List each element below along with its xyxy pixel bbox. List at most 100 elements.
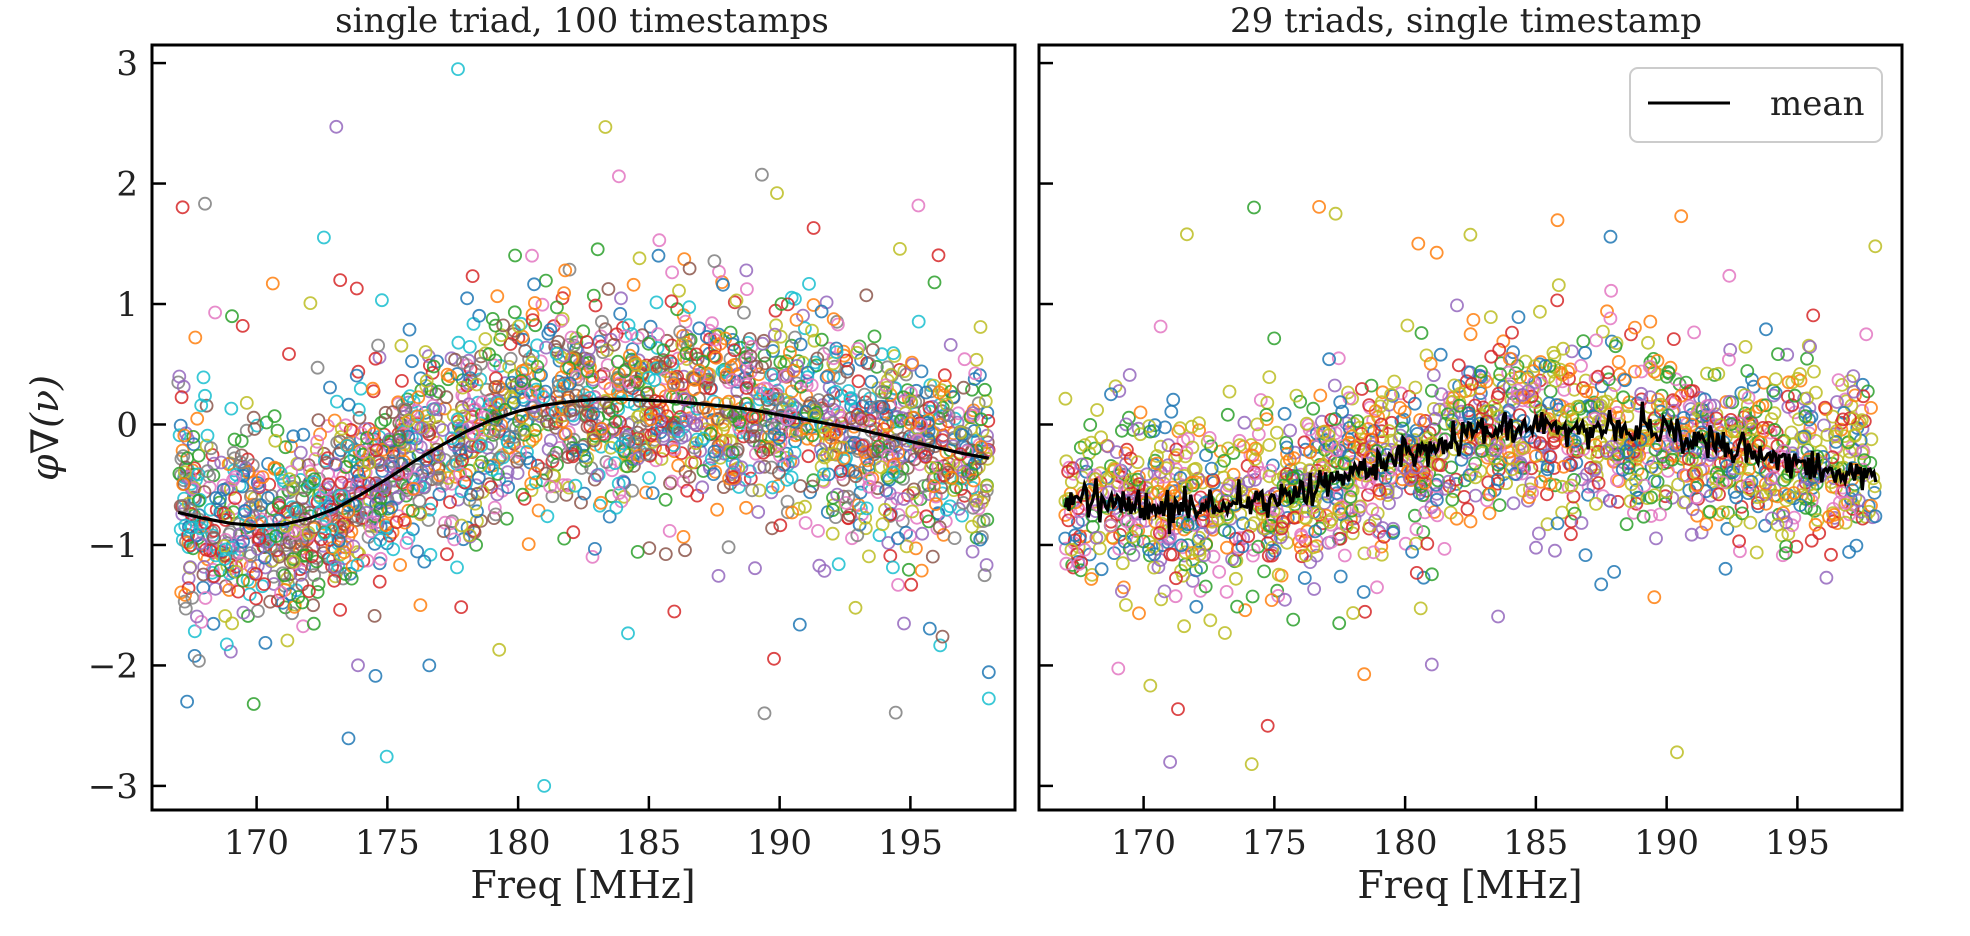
left-data-point <box>472 308 487 323</box>
left-data-point <box>836 440 850 455</box>
right-data-point <box>1817 418 1831 433</box>
right-data-point <box>1533 304 1547 319</box>
right-data-point <box>1463 227 1478 242</box>
left-data-point <box>450 367 465 381</box>
right-data-point <box>1759 322 1773 337</box>
right-data-point <box>1857 453 1872 468</box>
left-data-point <box>196 567 211 582</box>
left-data-point <box>594 495 608 510</box>
left-data-point <box>579 335 594 349</box>
right-data-point <box>1241 529 1256 544</box>
right-data-point <box>1534 474 1548 489</box>
right-data-point <box>1547 435 1561 450</box>
left-data-point <box>679 346 694 361</box>
right-data-point <box>1644 509 1658 523</box>
right-data-point <box>1752 400 1766 415</box>
left-data-point <box>384 500 399 515</box>
left-data-point <box>746 418 761 433</box>
left-data-point <box>773 355 788 370</box>
right-data-point <box>1431 473 1445 488</box>
left-data-point <box>440 367 455 382</box>
left-data-point <box>914 563 929 578</box>
left-data-point <box>687 382 702 397</box>
left-data-point <box>706 467 721 482</box>
right-data-point <box>1154 592 1168 607</box>
left-data-point <box>876 401 891 416</box>
right-data-point <box>1707 417 1722 432</box>
right-data-point <box>1525 485 1539 500</box>
left-data-point <box>357 465 372 480</box>
left-data-point <box>624 327 639 341</box>
right-data-point <box>1220 483 1234 498</box>
left-data-point <box>614 291 628 306</box>
left-data-point <box>649 295 664 310</box>
left-y-tick-label: −1 <box>88 526 138 566</box>
left-data-point <box>554 314 568 328</box>
right-data-point <box>1186 478 1200 493</box>
left-data-point <box>896 492 911 506</box>
right-data-point <box>1297 510 1312 525</box>
left-data-point <box>596 345 610 360</box>
right-data-point <box>1565 344 1579 359</box>
left-data-point <box>343 422 358 437</box>
left-data-point <box>904 394 918 409</box>
left-data-point <box>965 544 980 559</box>
left-data-point <box>307 520 322 534</box>
right-data-point <box>1179 445 1194 460</box>
right-x-axis-label: Freq [MHz] <box>1357 863 1582 907</box>
left-data-point <box>864 374 879 389</box>
right-data-point <box>1570 399 1585 414</box>
left-data-point <box>313 427 328 442</box>
left-data-point <box>957 352 972 367</box>
right-data-point <box>1725 465 1740 480</box>
left-data-point <box>557 531 572 546</box>
right-data-point <box>1270 425 1284 440</box>
left-data-point <box>862 413 877 428</box>
right-data-point <box>1557 382 1572 397</box>
left-data-point <box>842 508 857 522</box>
right-data-point <box>1332 501 1346 516</box>
left-data-point <box>800 370 815 385</box>
right-data-point <box>1491 457 1506 472</box>
left-data-point <box>259 415 274 430</box>
left-data-point <box>548 479 562 494</box>
left-data-point <box>761 420 776 435</box>
left-data-point <box>643 319 658 334</box>
right-data-point <box>1466 312 1481 327</box>
left-data-point <box>896 471 910 486</box>
left-data-point <box>859 288 874 303</box>
right-data-point <box>1333 569 1348 584</box>
left-data-point <box>886 457 901 472</box>
left-data-point <box>462 397 476 412</box>
right-data-point <box>1237 415 1252 430</box>
left-data-point <box>965 519 979 534</box>
right-data-point <box>1608 339 1623 354</box>
right-data-point <box>1784 425 1799 440</box>
left-data-point <box>474 438 489 453</box>
left-data-point <box>725 455 740 470</box>
right-data-point <box>1111 661 1126 676</box>
left-data-point <box>177 428 192 443</box>
left-data-point <box>277 568 292 583</box>
left-data-point <box>965 480 980 495</box>
left-data-point <box>871 439 886 454</box>
left-data-point <box>682 300 697 315</box>
left-data-point <box>941 408 956 423</box>
right-data-point <box>1346 606 1360 620</box>
right-data-point <box>1786 486 1801 500</box>
left-data-point <box>286 554 301 569</box>
left-axes-frame <box>150 43 1017 812</box>
right-data-point <box>1585 386 1599 400</box>
left-data-point <box>880 360 895 375</box>
left-data-point <box>405 354 419 369</box>
right-data-point <box>1115 584 1129 599</box>
right-data-point <box>1324 535 1339 549</box>
right-data-point <box>1578 373 1593 388</box>
left-data-point <box>546 450 561 465</box>
right-data-point <box>1716 505 1730 519</box>
right-data-point <box>1548 478 1563 493</box>
right-data-point <box>1750 496 1765 511</box>
right-data-point <box>1658 489 1673 504</box>
left-data-point <box>374 293 389 308</box>
left-data-point <box>907 482 921 497</box>
